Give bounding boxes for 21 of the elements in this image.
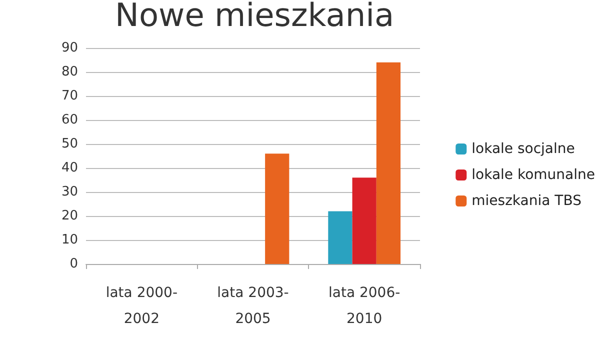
chart-title: Nowe mieszkania (115, 0, 394, 34)
y-tick-label: 30 (61, 184, 78, 200)
bar (376, 62, 401, 264)
y-tick-label: 40 (61, 160, 78, 176)
bar (352, 178, 376, 264)
x-tick-label: lata 2003-2005 (217, 285, 289, 327)
legend-label: lokale socjalne (472, 141, 575, 157)
x-tick-label: lata 2000-2002 (106, 285, 178, 327)
y-tick-label: 0 (70, 256, 78, 272)
y-tick-label: 60 (61, 112, 78, 128)
x-tick-label: lata 2006-2010 (328, 285, 400, 327)
y-tick-label: 20 (61, 208, 78, 224)
bar (328, 211, 352, 264)
legend-label: mieszkania TBS (472, 193, 582, 209)
y-tick-label: 10 (61, 232, 78, 248)
legend-label: lokale komunalne (472, 167, 596, 183)
y-tick-label: 80 (61, 64, 78, 80)
y-tick-label: 50 (61, 136, 78, 152)
y-tick-label: 70 (61, 88, 78, 104)
bar (265, 154, 290, 264)
y-tick-label: 90 (61, 40, 78, 56)
